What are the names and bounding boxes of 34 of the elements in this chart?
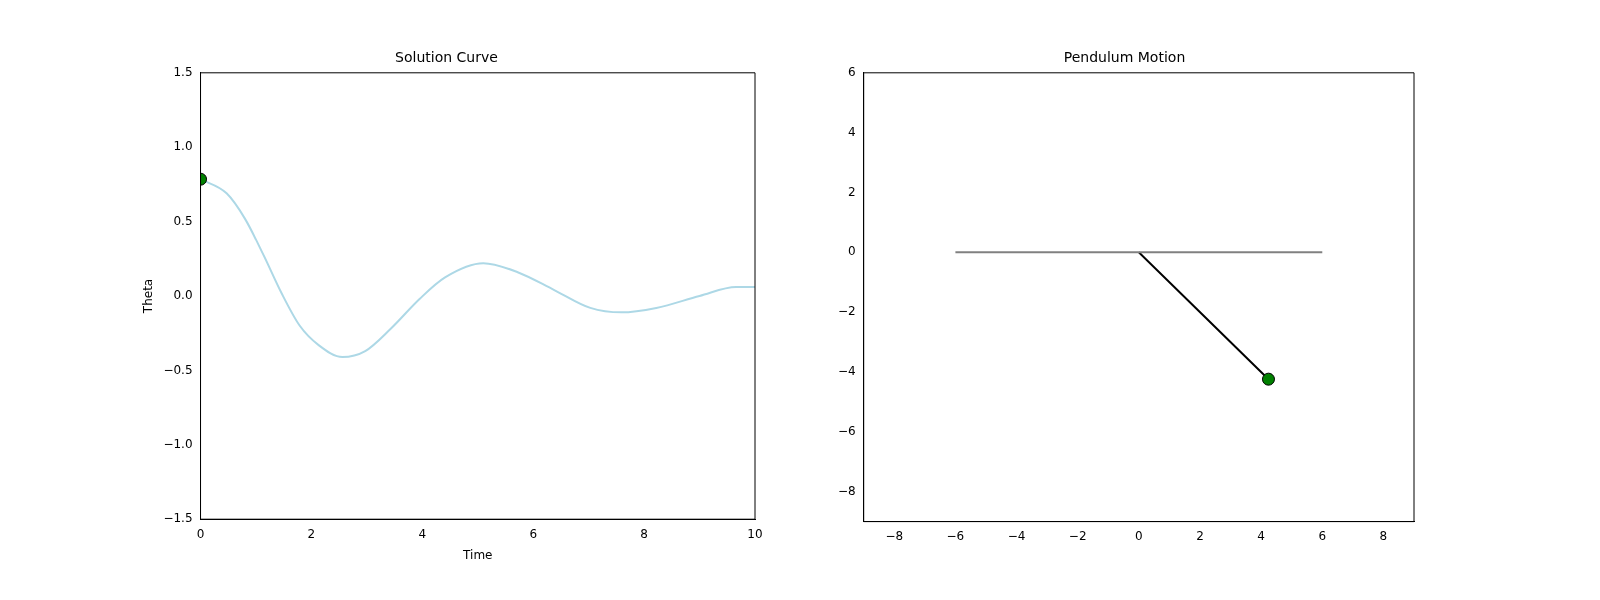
x-tick-label: 8 — [640, 526, 648, 541]
y-tick-label: −0.5 — [163, 362, 193, 377]
y-tick-label: 4 — [848, 124, 856, 139]
x-tick-label: 0 — [196, 526, 205, 541]
y-tick-label: −1.0 — [163, 436, 193, 451]
y-tick-label: −1.5 — [163, 511, 193, 526]
y-tick-label: 2 — [848, 184, 856, 199]
x-tick-label: −6 — [946, 528, 965, 543]
x-tick-label: 8 — [1379, 528, 1388, 543]
y-axis-title: Theta — [141, 278, 156, 315]
chart-title: Solution Curve — [395, 49, 498, 66]
y-tick-label: 0.5 — [173, 213, 193, 228]
chart-title: Pendulum Motion — [1063, 49, 1186, 66]
x-tick-label: −8 — [885, 528, 904, 543]
x-tick-label: 6 — [1318, 528, 1327, 543]
x-tick-label: 6 — [529, 526, 538, 541]
x-tick-label: 10 — [747, 526, 763, 541]
y-tick-label: 1.0 — [173, 139, 193, 154]
x-tick-label: −2 — [1068, 528, 1087, 543]
y-tick-label: −2 — [837, 304, 856, 319]
x-tick-label: 2 — [1196, 528, 1204, 543]
x-tick-label: 4 — [418, 526, 427, 541]
x-tick-label: 2 — [307, 526, 316, 541]
y-tick-label: 0.0 — [173, 288, 193, 303]
y-tick-label: −4 — [837, 364, 856, 379]
x-tick-label: −4 — [1007, 528, 1026, 543]
x-axis-title: Time — [462, 547, 493, 562]
y-tick-label: −6 — [837, 423, 856, 438]
y-tick-label: 0 — [848, 244, 856, 259]
x-tick-label: 4 — [1257, 528, 1265, 543]
y-tick-label: 1.5 — [173, 64, 193, 79]
y-tick-label: −8 — [837, 483, 856, 498]
y-tick-label: 6 — [848, 64, 856, 79]
x-tick-label: 0 — [1135, 528, 1143, 543]
